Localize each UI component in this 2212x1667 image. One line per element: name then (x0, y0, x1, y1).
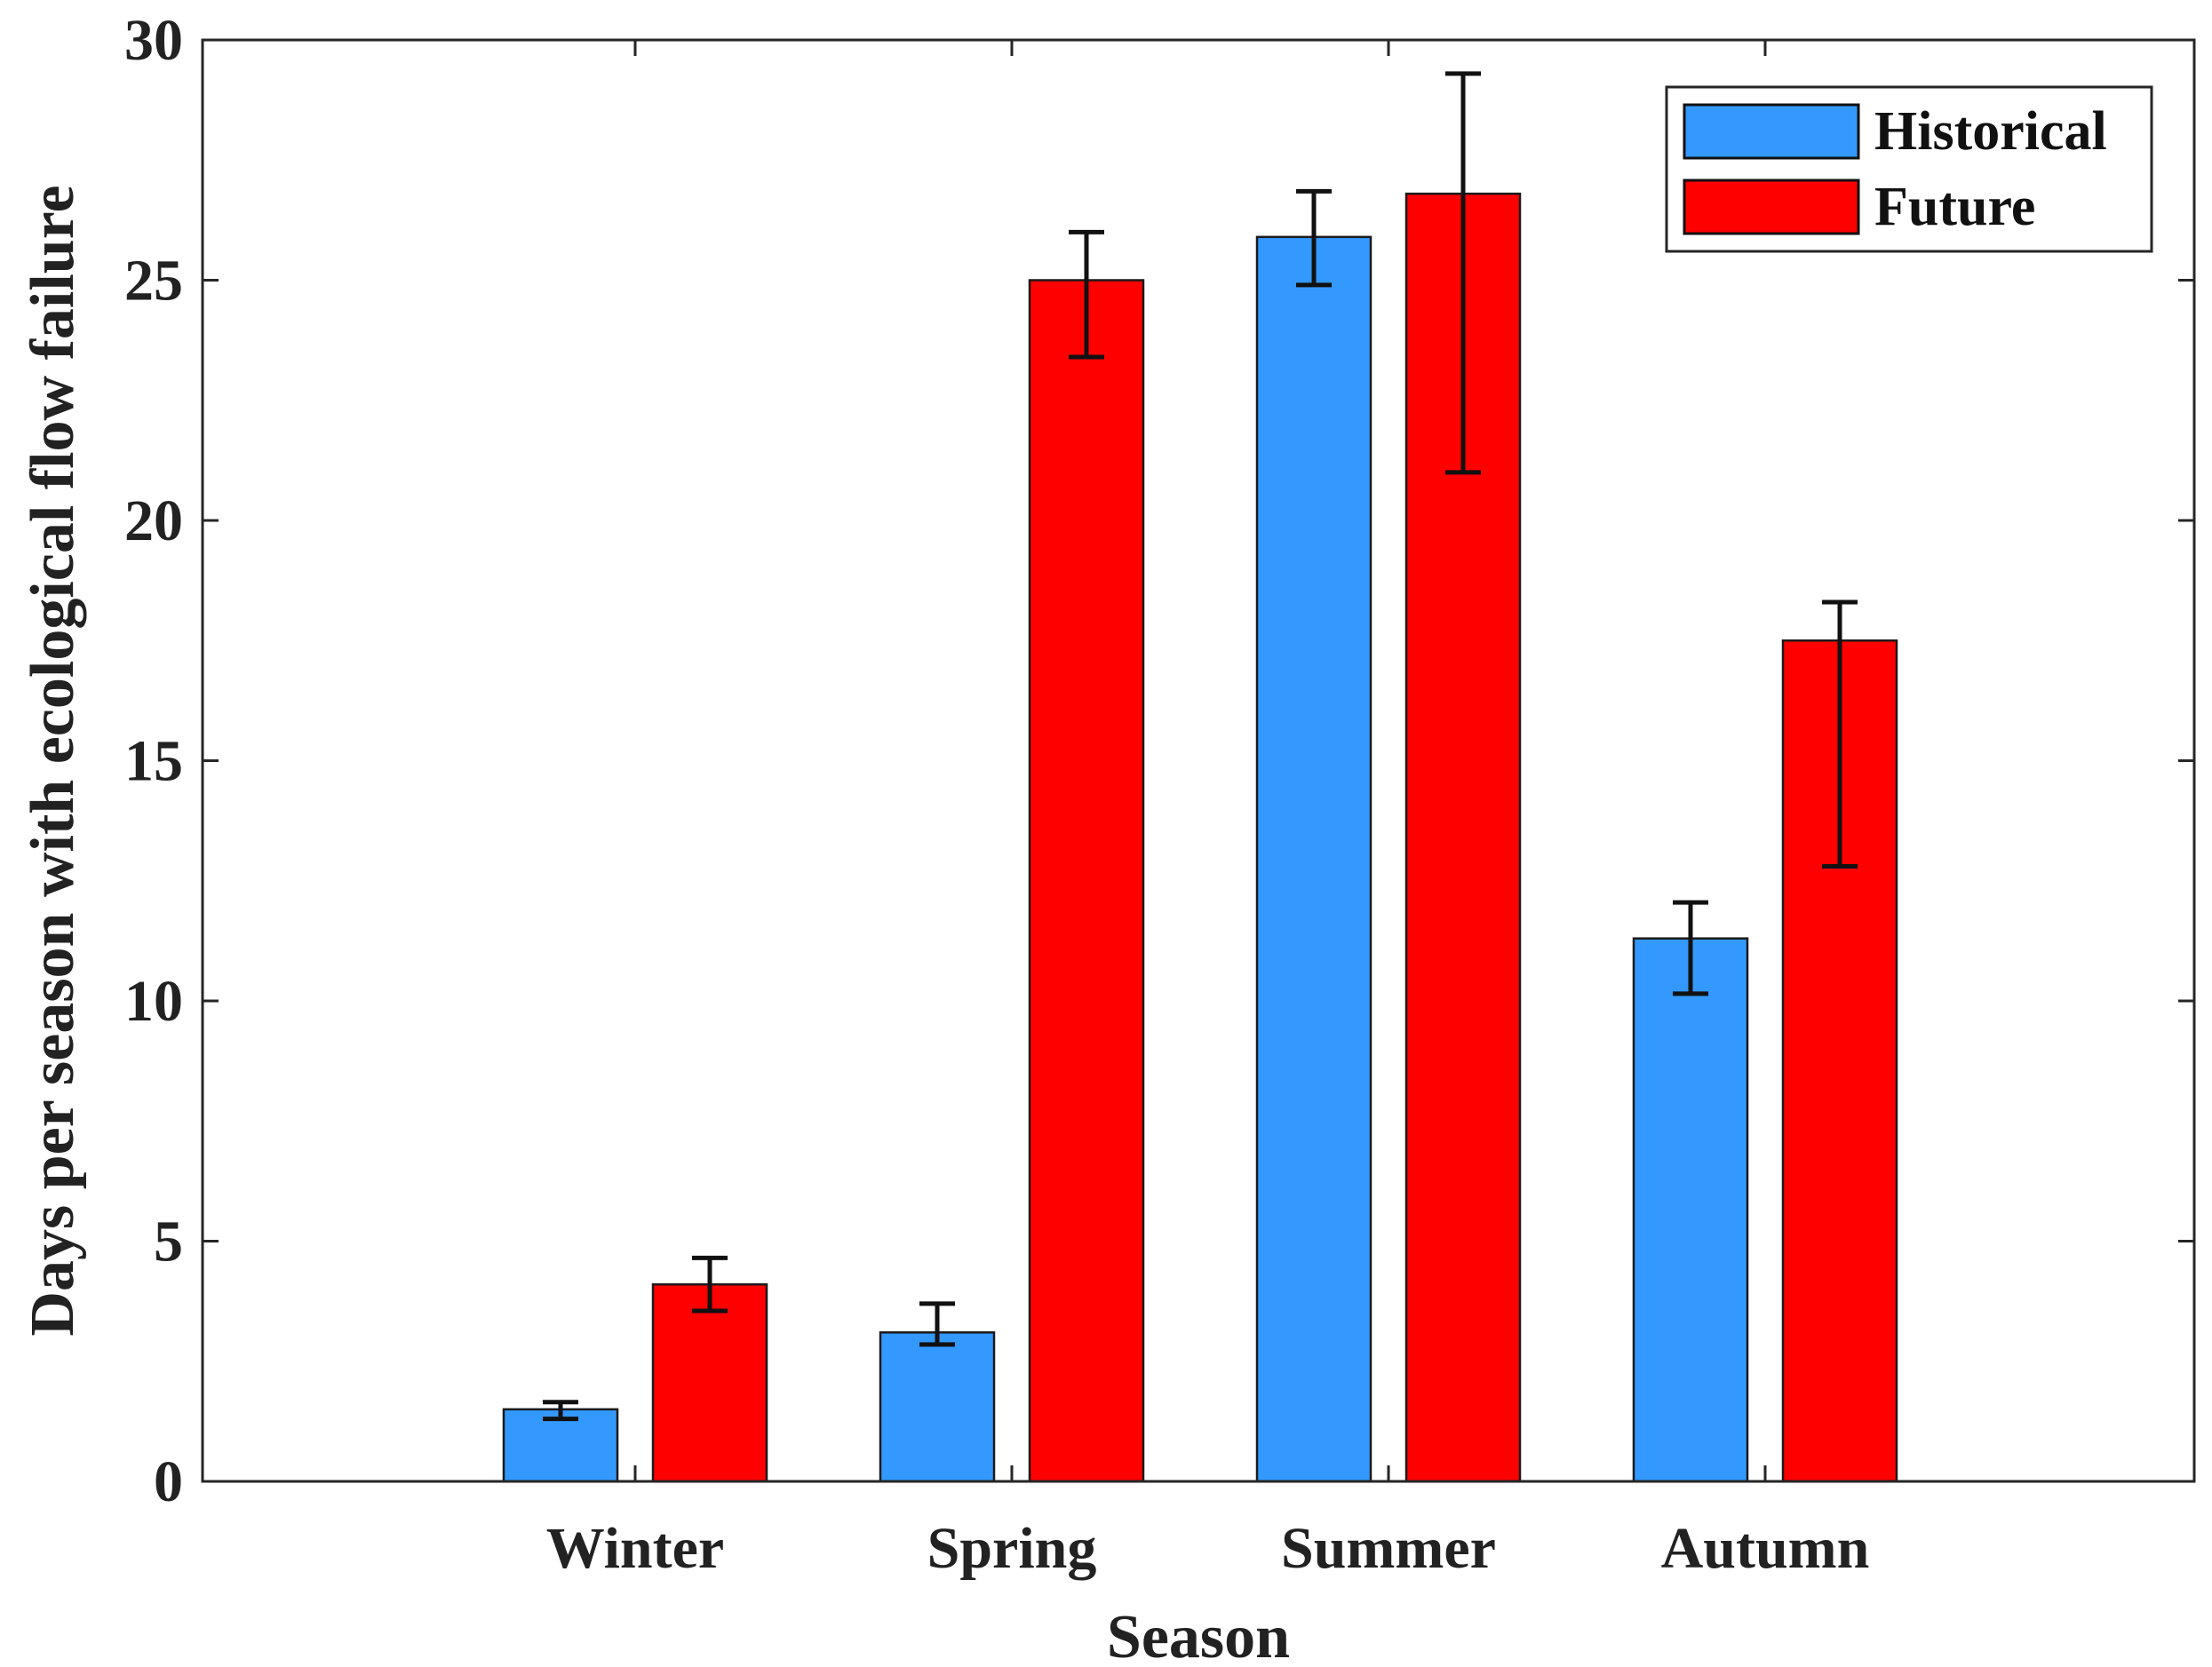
y-tick-label-10: 10 (124, 969, 183, 1034)
y-tick-labels: 0 5 10 15 20 25 30 (124, 8, 183, 1514)
y-tick-label-25: 25 (124, 249, 183, 314)
errorbar-future-autumn (1822, 599, 1858, 869)
y-tick-label-5: 5 (154, 1210, 183, 1274)
y-tick-label-30: 30 (124, 8, 183, 73)
bar-future-winter (651, 1282, 768, 1483)
bar-historical-winter (502, 1408, 619, 1483)
bar-future-spring (1028, 279, 1145, 1483)
errorbars-layer (543, 71, 1858, 1422)
x-tick-label-spring: Spring (927, 1516, 1097, 1581)
bar-historical-spring (879, 1331, 996, 1483)
errorbar-future-spring (1069, 229, 1104, 360)
x-tick-label-summer: Summer (1281, 1516, 1496, 1581)
y-tick-label-20: 20 (124, 488, 183, 553)
y-tick-label-15: 15 (124, 729, 183, 794)
x-tick-label-winter: Winter (546, 1516, 724, 1581)
errorbar-historical-summer (1296, 188, 1332, 288)
errorbar-historical-autumn (1673, 900, 1708, 996)
x-tick-label-autumn: Autumn (1661, 1516, 1870, 1581)
legend-label-future: Future (1874, 177, 2035, 237)
ticks-layer (203, 38, 2194, 1483)
legend-label-historical: Historical (1874, 101, 2107, 162)
x-tick-labels: Winter Spring Summer Autumn (546, 1516, 1870, 1581)
y-axis-title: Days per season with ecological flow fai… (19, 185, 87, 1336)
bar-historical-autumn (1632, 937, 1749, 1483)
legend-swatch-future (1683, 179, 1860, 235)
errorbar-historical-winter (543, 1400, 578, 1422)
y-tick-label-0: 0 (154, 1449, 183, 1514)
errorbar-future-winter (692, 1255, 728, 1314)
x-axis-title: Season (1107, 1603, 1290, 1667)
legend-swatch-historical (1683, 103, 1860, 160)
legend: Historical Future (1665, 85, 2153, 253)
bars-layer (502, 192, 1898, 1483)
errorbar-historical-spring (919, 1301, 955, 1347)
bar-historical-summer (1255, 235, 1373, 1483)
errorbar-future-summer (1445, 71, 1481, 475)
